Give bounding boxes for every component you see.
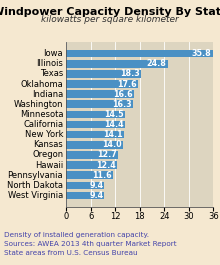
Text: Density of installed generation capacity.: Density of installed generation capacity… bbox=[4, 232, 149, 238]
Text: 12.7: 12.7 bbox=[97, 151, 117, 160]
Bar bbox=[66, 100, 133, 108]
Text: 11.6: 11.6 bbox=[93, 171, 112, 180]
Text: 14.5: 14.5 bbox=[104, 110, 124, 119]
Text: 16.6: 16.6 bbox=[113, 90, 133, 99]
Text: 9.4: 9.4 bbox=[89, 191, 103, 200]
Bar bbox=[66, 171, 114, 179]
Text: 17.6: 17.6 bbox=[117, 80, 137, 89]
Text: 35.8: 35.8 bbox=[192, 49, 211, 58]
Bar bbox=[66, 60, 168, 68]
Bar bbox=[66, 192, 104, 199]
Bar bbox=[66, 90, 134, 98]
Text: 18.3: 18.3 bbox=[120, 69, 140, 78]
Bar bbox=[66, 161, 117, 169]
Text: 12.4: 12.4 bbox=[96, 161, 116, 170]
Bar bbox=[66, 182, 104, 189]
Bar bbox=[66, 141, 123, 149]
Bar bbox=[66, 70, 141, 78]
Bar bbox=[66, 131, 124, 139]
Bar bbox=[66, 80, 138, 88]
Bar bbox=[66, 151, 118, 159]
Text: Windpower Capacity Density By State: Windpower Capacity Density By State bbox=[0, 7, 220, 17]
Text: Sources: AWEA 2013 4th quarter Market Report: Sources: AWEA 2013 4th quarter Market Re… bbox=[4, 241, 177, 247]
Text: 14.0: 14.0 bbox=[103, 140, 122, 149]
Text: 14.4: 14.4 bbox=[104, 120, 124, 129]
Text: 14.1: 14.1 bbox=[103, 130, 123, 139]
Text: kilowatts per square kilometer: kilowatts per square kilometer bbox=[41, 15, 179, 24]
Bar bbox=[66, 121, 125, 128]
Bar bbox=[66, 50, 213, 58]
Text: State areas from U.S. Census Bureau: State areas from U.S. Census Bureau bbox=[4, 250, 138, 257]
Bar bbox=[66, 111, 125, 118]
Text: 9.4: 9.4 bbox=[89, 181, 103, 190]
Text: 24.8: 24.8 bbox=[147, 59, 166, 68]
Text: 16.3: 16.3 bbox=[112, 100, 132, 109]
